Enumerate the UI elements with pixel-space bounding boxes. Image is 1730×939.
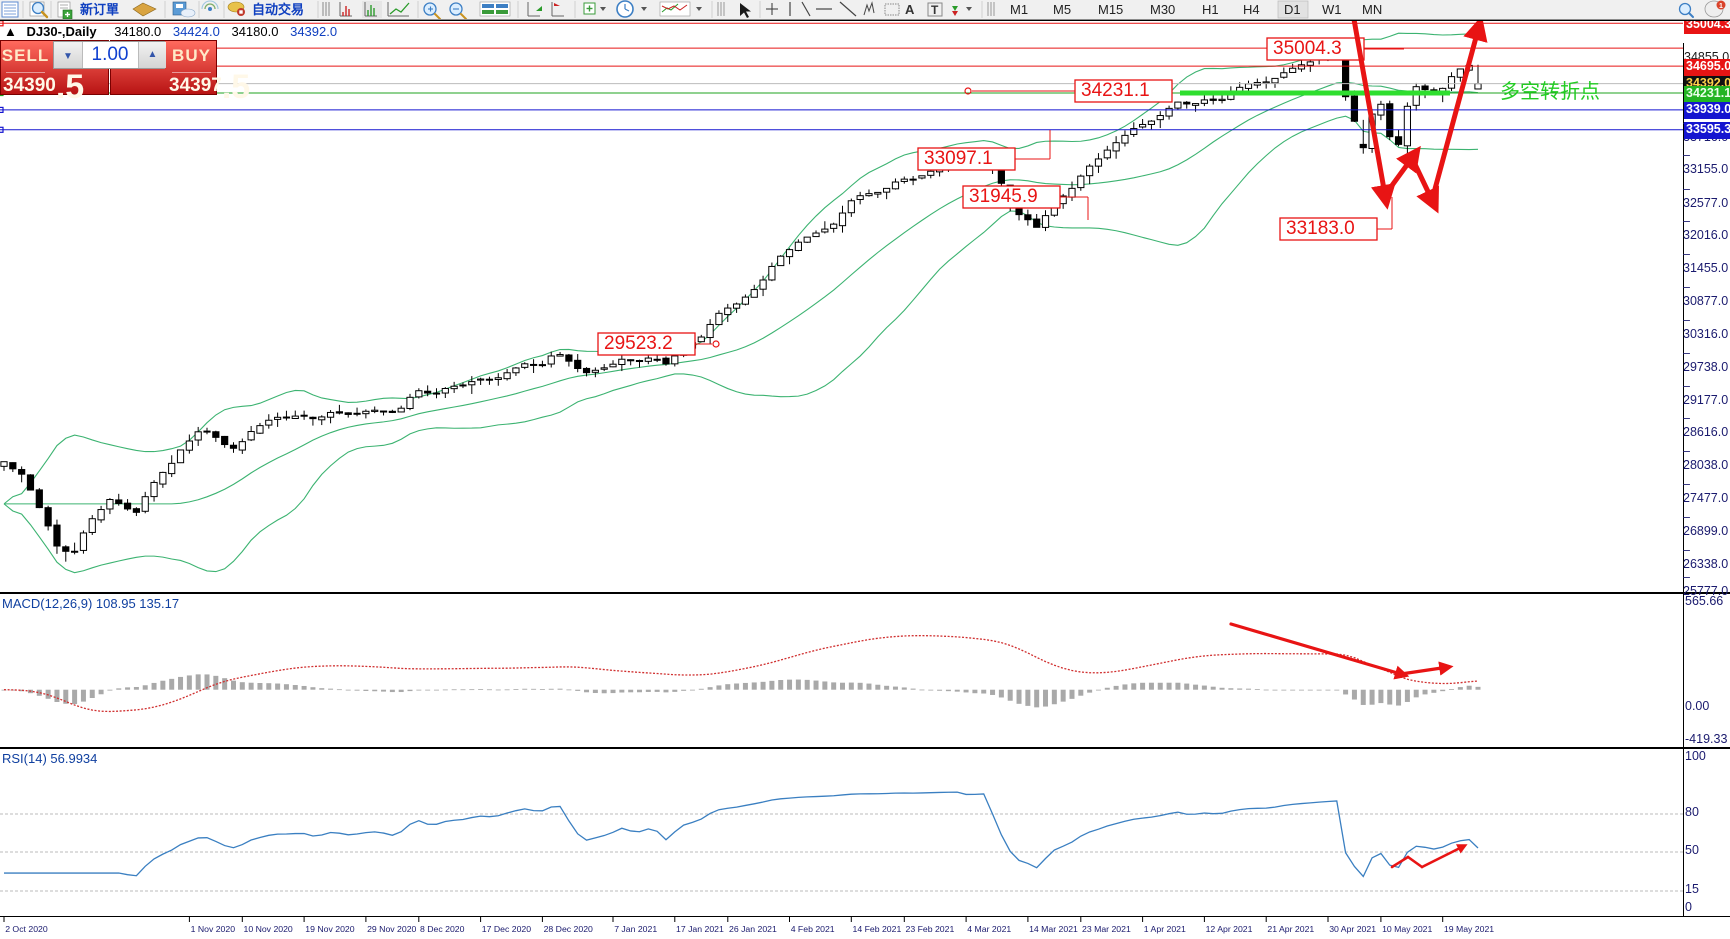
svg-text:7 Jan 2021: 7 Jan 2021 [614,924,657,934]
svg-text:M30: M30 [1150,2,1175,17]
svg-text:12 Apr 2021: 12 Apr 2021 [1206,924,1253,934]
svg-text:21 Apr 2021: 21 Apr 2021 [1267,924,1314,934]
svg-text:29523.2: 29523.2 [604,333,673,354]
svg-text:10 Nov 2020: 10 Nov 2020 [244,924,293,934]
svg-text:23 Feb 2021: 23 Feb 2021 [906,924,955,934]
svg-text:8 Dec 2020: 8 Dec 2020 [420,924,465,934]
svg-text:19 Nov 2020: 19 Nov 2020 [305,924,354,934]
svg-text:31945.9: 31945.9 [969,186,1038,207]
svg-text:30 Apr 2021: 30 Apr 2021 [1329,924,1376,934]
svg-text:A: A [905,2,915,17]
svg-text:1 Apr 2021: 1 Apr 2021 [1144,924,1186,934]
svg-text:MN: MN [1362,2,1382,17]
svg-text:1: 1 [1719,3,1723,10]
svg-text:17 Dec 2020: 17 Dec 2020 [482,924,531,934]
svg-text:4 Mar 2021: 4 Mar 2021 [967,924,1011,934]
svg-text:33097.1: 33097.1 [924,148,993,169]
svg-text:W1: W1 [1322,2,1342,17]
svg-text:26 Jan 2021: 26 Jan 2021 [729,924,777,934]
svg-text:多空转折点: 多空转折点 [1500,80,1600,103]
svg-text:M15: M15 [1098,2,1123,17]
svg-text:2 Oct 2020: 2 Oct 2020 [5,924,48,934]
svg-text:29 Nov 2020: 29 Nov 2020 [367,924,416,934]
svg-text:23 Mar 2021: 23 Mar 2021 [1082,924,1131,934]
svg-text:D1: D1 [1284,2,1301,17]
svg-text:34231.1: 34231.1 [1081,80,1150,101]
svg-text:14 Feb 2021: 14 Feb 2021 [853,924,902,934]
svg-text:H1: H1 [1202,2,1219,17]
svg-text:M5: M5 [1053,2,1071,17]
svg-text:1 Nov 2020: 1 Nov 2020 [191,924,236,934]
svg-text:H4: H4 [1243,2,1260,17]
svg-text:自动交易: 自动交易 [252,2,304,17]
svg-text:14 Mar 2021: 14 Mar 2021 [1029,924,1078,934]
svg-text:17 Jan 2021: 17 Jan 2021 [676,924,724,934]
svg-text:4 Feb 2021: 4 Feb 2021 [791,924,835,934]
svg-text:19 May 2021: 19 May 2021 [1444,924,1494,934]
svg-text:10 May 2021: 10 May 2021 [1382,924,1432,934]
svg-text:新订單: 新订單 [80,2,119,17]
svg-text:33183.0: 33183.0 [1286,218,1355,239]
svg-text:28 Dec 2020: 28 Dec 2020 [544,924,593,934]
svg-text:T: T [931,3,939,17]
svg-text:35004.3: 35004.3 [1273,38,1342,59]
svg-text:M1: M1 [1010,2,1028,17]
